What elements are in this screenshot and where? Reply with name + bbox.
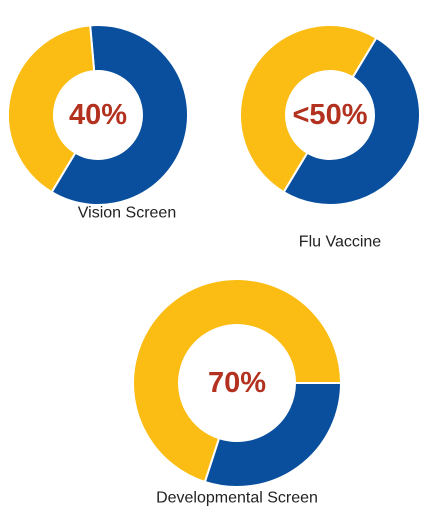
chart-title: Flu Vaccine [299, 234, 382, 251]
donut-segment [7, 24, 96, 194]
center-label: 70% [208, 367, 266, 399]
donut-segment [282, 36, 421, 206]
donut-segment [239, 24, 378, 194]
center-label: 40% [69, 99, 127, 131]
chart-title: Vision Screen [78, 205, 176, 222]
center-label: <50% [293, 99, 368, 131]
chart-title: Developmental Screen [156, 490, 318, 507]
donut-segment [132, 278, 343, 484]
donut-segment [203, 382, 343, 488]
donut-segment [50, 24, 189, 206]
